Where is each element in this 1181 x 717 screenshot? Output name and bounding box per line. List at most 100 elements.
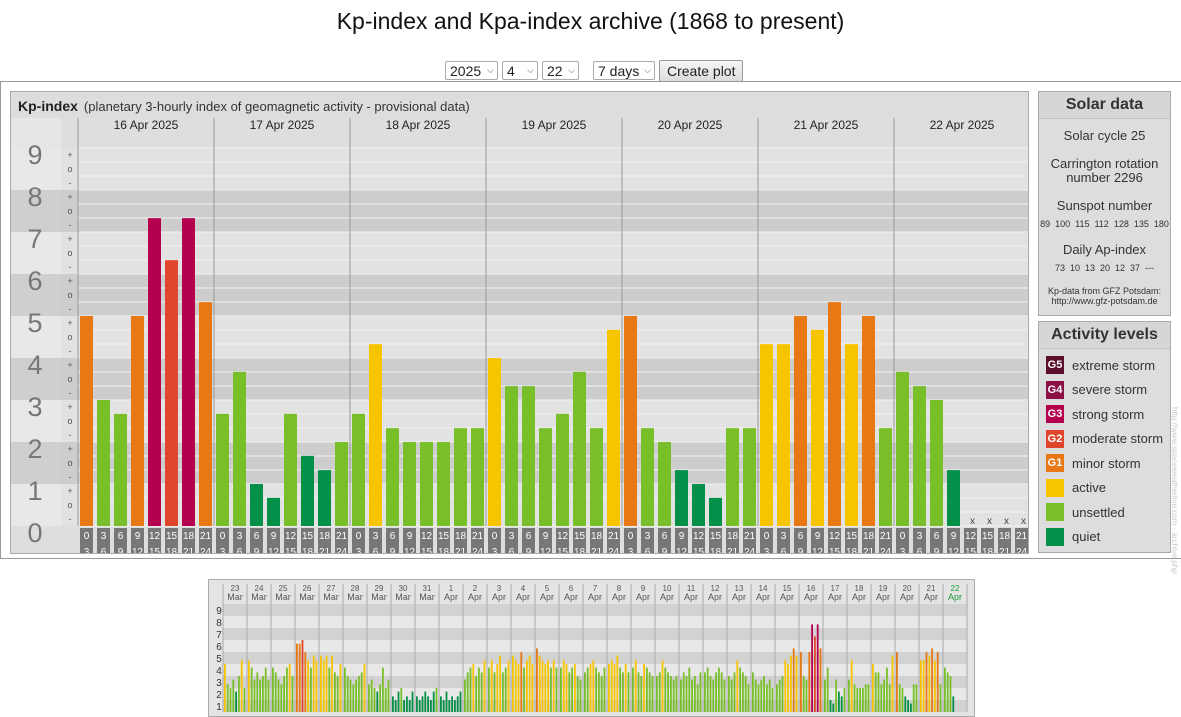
time-slot-end: 15	[149, 547, 161, 553]
overview-bar	[376, 691, 379, 712]
overview-bar	[658, 672, 661, 712]
page-title: Kp-index and Kpa-index archive (1868 to …	[336, 8, 845, 34]
overview-bar	[296, 643, 298, 712]
solar-data-panel: Solar data Solar cycle 25 Carrington rot…	[1038, 91, 1171, 316]
time-slot-end: 6	[373, 547, 379, 553]
time-slot-end: 9	[118, 547, 124, 553]
overview-panel: 1 2 3 4 5 6 7 8 9 23 Mar 24 Mar 25 Mar 26 Mar 27 Mar 28 Mar 2…	[208, 579, 975, 717]
overview-grid-band	[223, 664, 967, 676]
time-slot-end: 9	[934, 547, 940, 553]
overview-bar	[586, 667, 589, 712]
time-slot-start: 21	[336, 531, 348, 542]
time-slot-start: 12	[965, 531, 977, 542]
grid-band	[61, 148, 1028, 190]
range-select[interactable]: 7 days ⌵	[593, 61, 655, 80]
overview-bar	[456, 696, 459, 712]
sunspot-value: 100	[1055, 219, 1071, 229]
kp-bar	[114, 413, 127, 526]
overview-bar	[896, 652, 898, 712]
day-label: 16 Apr 2025	[114, 118, 179, 132]
time-slot-box	[216, 528, 229, 553]
overview-month-label: Apr	[540, 592, 554, 602]
day-select[interactable]: 22 ⌵	[542, 61, 579, 80]
overview-bar	[643, 664, 645, 712]
time-slot-box	[131, 528, 144, 553]
year-select[interactable]: 2025 ⌵	[445, 61, 498, 80]
y-tick-label: 2	[27, 434, 42, 464]
y-subtick-label: -	[69, 304, 72, 314]
overview-day-number: 13	[735, 584, 744, 593]
time-slot-end: 18	[846, 547, 858, 553]
overview-bar	[469, 667, 472, 712]
overview-day-number: 18	[855, 584, 864, 593]
overview-bar	[259, 679, 261, 712]
overview-bar	[784, 660, 787, 712]
overview-bar	[608, 664, 610, 712]
overview-bar	[464, 679, 466, 712]
time-slot-box	[1015, 528, 1028, 553]
time-slot-box	[981, 528, 994, 553]
overview-bar	[600, 676, 603, 712]
overview-bar	[277, 679, 280, 712]
kp-bar	[165, 260, 178, 526]
overview-bar	[288, 664, 291, 712]
overview-bar	[310, 667, 312, 712]
time-slot-end: 9	[254, 547, 260, 553]
time-slot-start: 0	[220, 531, 226, 542]
overview-day-number: 30	[399, 584, 408, 593]
overview-bar	[949, 676, 952, 712]
overview-bar	[627, 672, 630, 712]
overview-bar	[424, 691, 427, 712]
overview-bar	[421, 696, 424, 712]
overview-bar	[747, 684, 750, 712]
overview-bar	[328, 667, 331, 712]
overview-bar	[379, 684, 381, 712]
time-slot-start: 15	[710, 531, 722, 542]
legend-label: active	[1072, 480, 1106, 496]
time-slot-box	[879, 528, 892, 553]
kp-bar	[420, 442, 433, 526]
overview-bar	[514, 660, 517, 712]
ap-numbers: 73 10 13 20 12 37 ---	[1039, 263, 1170, 273]
year-select-value: 2025	[450, 62, 482, 79]
legend-item: G5 extreme storm	[1039, 353, 1170, 378]
overview-bar	[760, 679, 763, 712]
kp-bar	[675, 470, 688, 526]
y-subtick-label: -	[69, 388, 72, 398]
ap-value: 12	[1115, 263, 1126, 273]
time-slot-box	[182, 528, 195, 553]
overview-bar	[880, 684, 883, 712]
legend-label: severe storm	[1072, 382, 1148, 398]
create-plot-button[interactable]: Create plot	[659, 59, 744, 82]
kp-bar	[726, 428, 739, 526]
time-slot-box	[607, 528, 620, 553]
time-slot-end: 12	[676, 547, 688, 553]
overview-bar	[776, 684, 778, 712]
kp-bar	[80, 316, 93, 526]
overview-bar	[499, 655, 501, 712]
time-slot-end: 3	[356, 547, 362, 553]
y-subtick-label: -	[69, 262, 72, 272]
month-select[interactable]: 4 ⌵	[502, 61, 538, 80]
overview-bar	[816, 624, 819, 712]
kp-bar	[505, 386, 518, 526]
overview-bar	[603, 667, 606, 712]
overview-bar	[754, 679, 757, 712]
y-subtick-label: o	[67, 332, 72, 342]
time-slot-end: 12	[404, 547, 416, 553]
time-slot-start: 6	[526, 531, 532, 542]
time-slot-end: 18	[166, 547, 178, 553]
kp-bar	[471, 428, 484, 526]
overview-bar	[709, 676, 712, 712]
overview-day-number: 28	[351, 584, 360, 593]
overview-bar	[235, 691, 237, 712]
kp-bar	[318, 470, 331, 526]
overview-bar	[843, 688, 846, 712]
time-slot-box	[284, 528, 297, 553]
overview-bar	[355, 679, 357, 712]
overview-y-tick: 1	[216, 702, 222, 713]
overview-y-tick: 3	[216, 678, 222, 689]
y-tick-band	[11, 400, 61, 442]
time-slot-start: 18	[999, 531, 1011, 542]
legend-item: active	[1039, 476, 1170, 501]
